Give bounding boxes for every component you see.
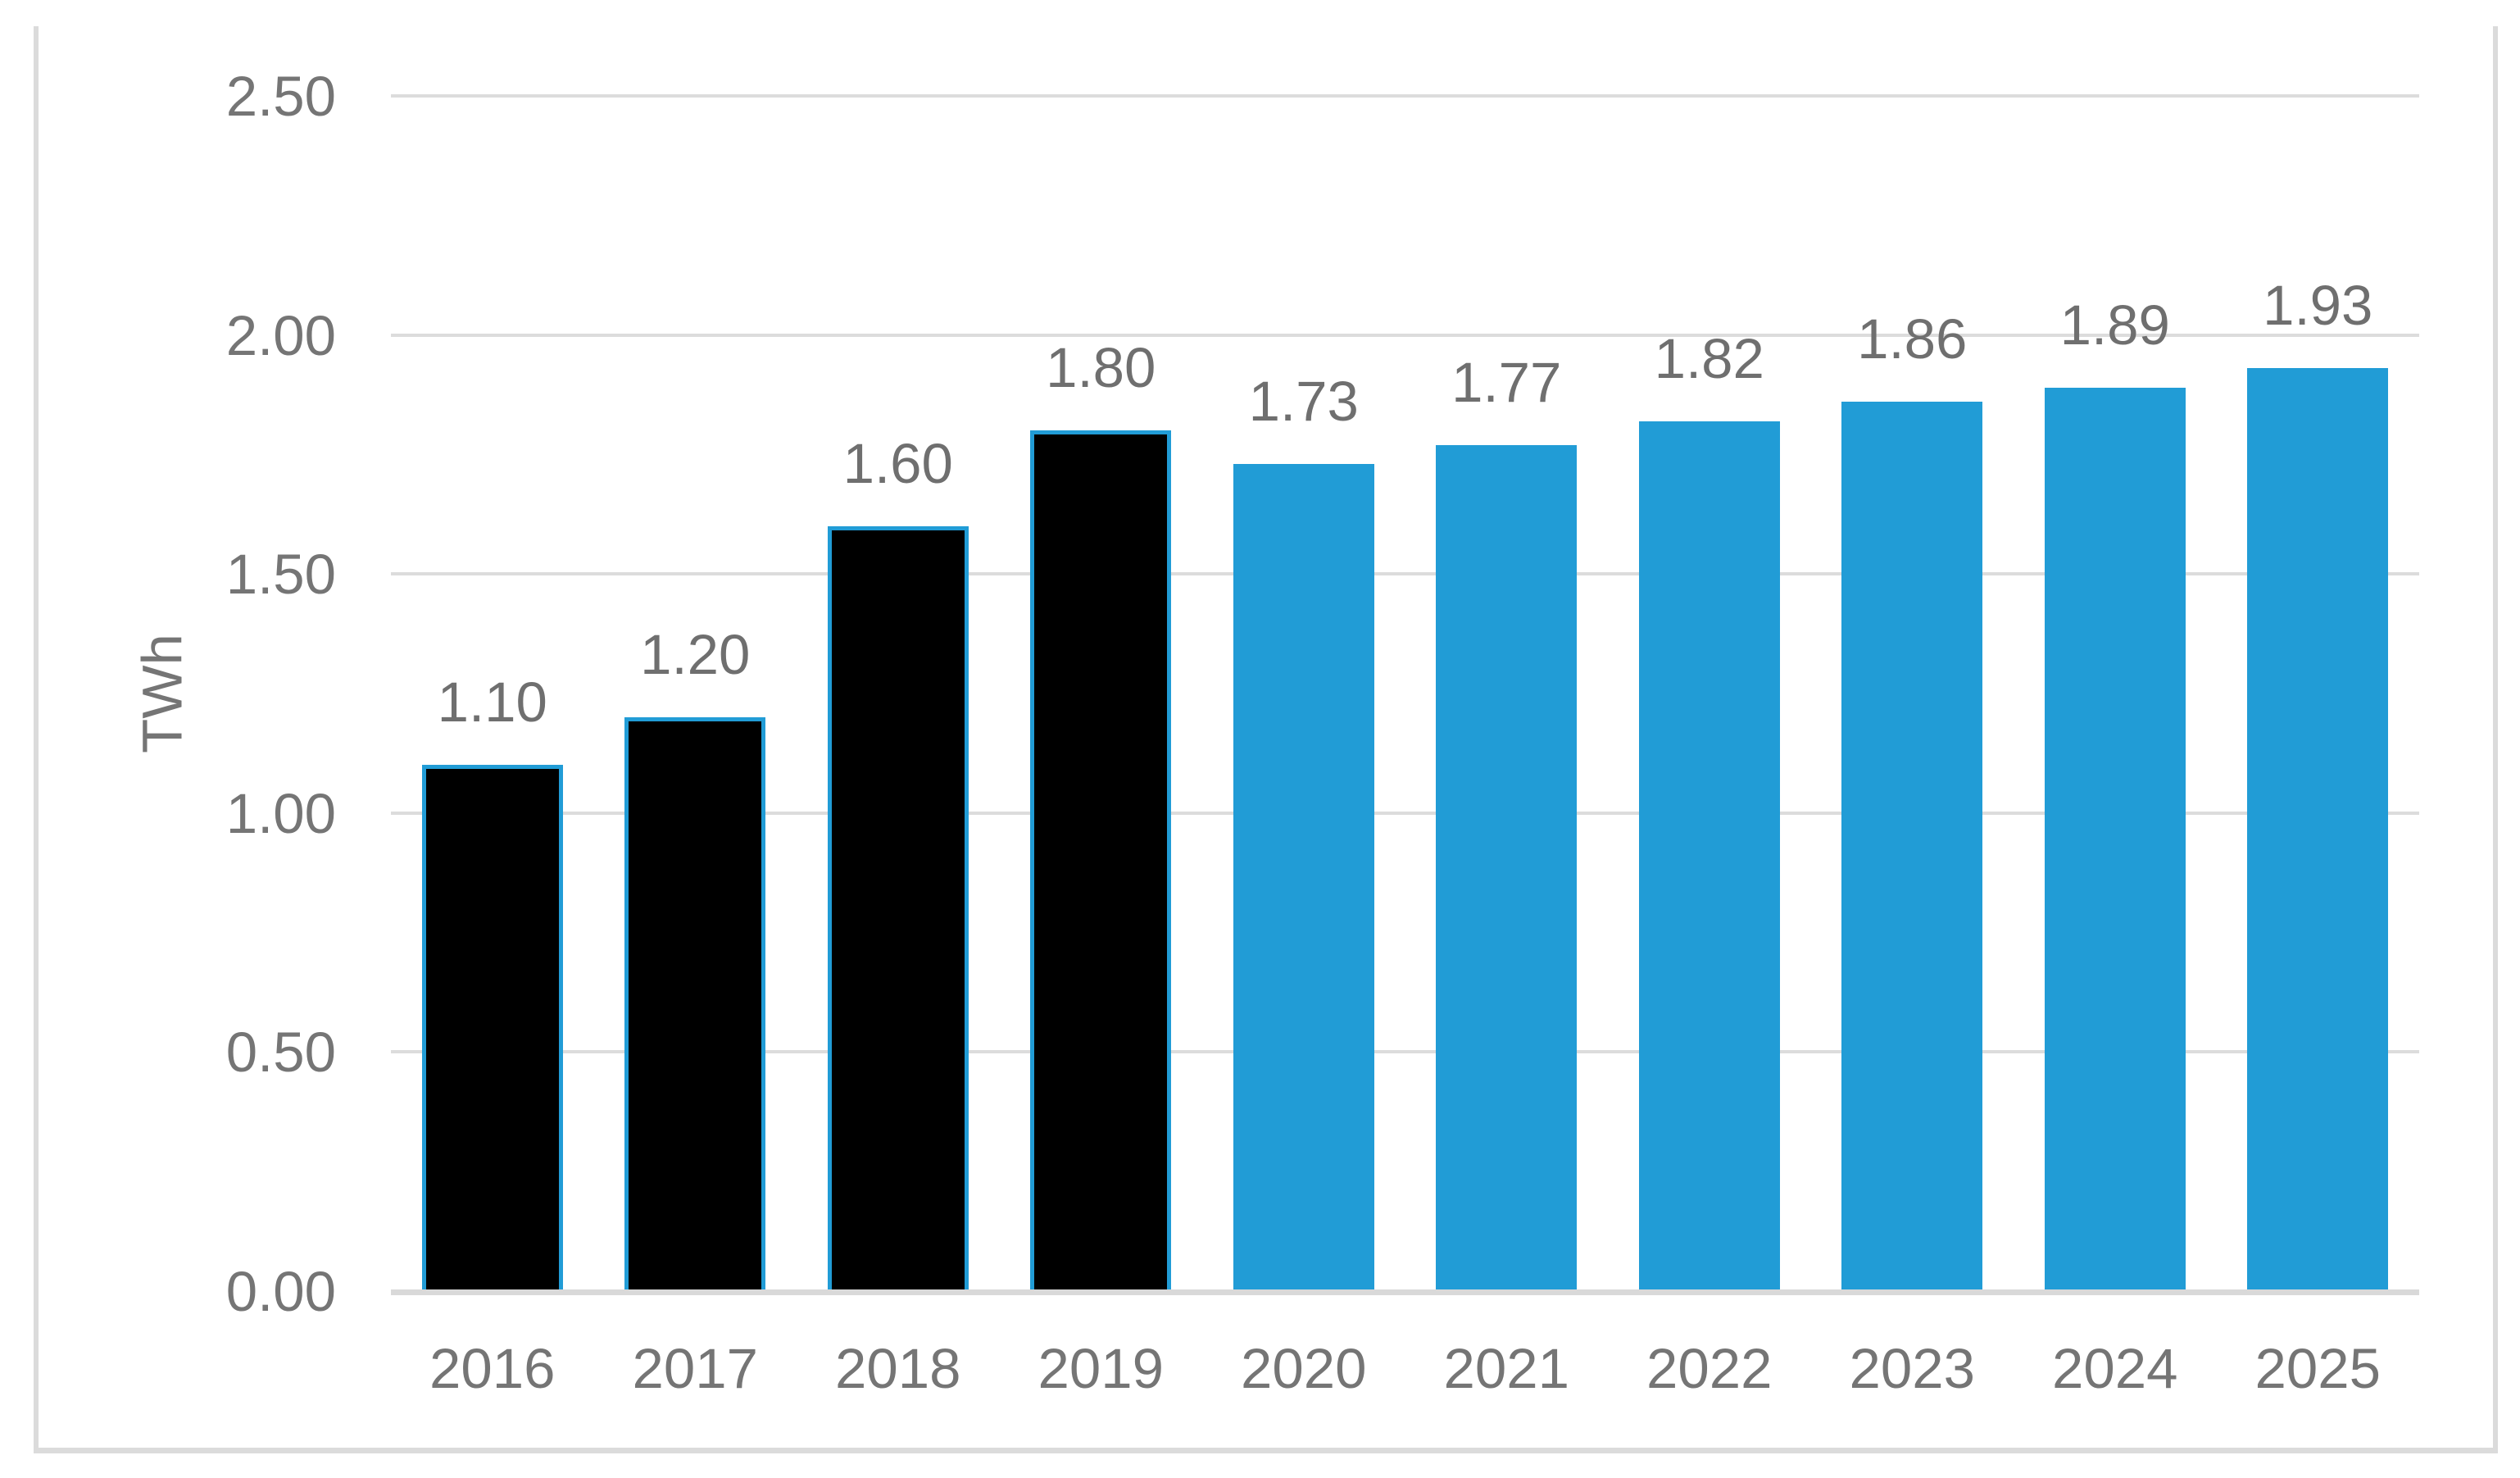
gridline-2.00 — [391, 333, 2419, 337]
x-tick-label-2017: 2017 — [632, 1337, 759, 1400]
bar-slot-2024: 1.89 — [2014, 96, 2217, 1291]
x-tick-label-2016: 2016 — [429, 1337, 556, 1400]
gridline-1.00 — [391, 811, 2419, 815]
bar-forecast-2021[interactable] — [1436, 444, 1578, 1291]
data-label-2024: 1.89 — [2059, 293, 2170, 357]
bar-forecast-2020[interactable] — [1233, 464, 1374, 1291]
y-tick-label: 2.00 — [225, 303, 336, 367]
bar-slot-2016: 1.10 — [391, 96, 594, 1291]
y-tick-label: 1.00 — [225, 781, 336, 845]
bar-historical-2017[interactable] — [624, 717, 766, 1291]
x-tick-label-2018: 2018 — [835, 1337, 961, 1400]
bar-historical-2018[interactable] — [827, 525, 969, 1291]
data-label-2017: 1.20 — [640, 623, 751, 687]
gridline-1.50 — [391, 572, 2419, 576]
y-tick-label: 0.50 — [225, 1021, 336, 1085]
data-label-2020: 1.73 — [1248, 370, 1359, 434]
bar-slot-2018: 1.60 — [797, 96, 1000, 1291]
y-tick-label: 1.50 — [225, 543, 336, 607]
data-label-2021: 1.77 — [1451, 350, 1562, 414]
data-label-2018: 1.60 — [842, 431, 953, 495]
data-label-2022: 1.82 — [1654, 326, 1764, 390]
data-label-2025: 1.93 — [2263, 274, 2373, 338]
bar-forecast-2025[interactable] — [2247, 368, 2389, 1291]
x-axis-tick-labels: 2016 2017 2018 2019 2020 2021 2022 2023 2024 2025 — [391, 1335, 2419, 1403]
bar-slot-2022: 1.82 — [1608, 96, 1811, 1291]
bar-slot-2019: 1.80 — [1000, 96, 1203, 1291]
gridline-0.50 — [391, 1050, 2419, 1054]
bar-slot-2017: 1.20 — [594, 96, 797, 1291]
x-tick-label-2025: 2025 — [2254, 1337, 2382, 1400]
bar-slot-2023: 1.86 — [1811, 96, 2014, 1291]
x-tick-label-2022: 2022 — [1646, 1337, 1773, 1400]
bar-slot-2025: 1.93 — [2217, 96, 2420, 1291]
bar-slot-2020: 1.73 — [1202, 96, 1405, 1291]
bar-slot-2021: 1.77 — [1405, 96, 1609, 1291]
y-axis-tick-labels: 0.00 0.50 1.00 1.50 2.00 2.50 — [0, 68, 336, 1320]
y-tick-label: 0.00 — [225, 1260, 336, 1323]
bar-historical-2016[interactable] — [421, 765, 563, 1291]
plot-area: 1.10 1.20 1.60 1.80 1.73 1.77 1.82 1.86 1.89 1.93 — [391, 94, 2419, 1295]
data-label-2019: 1.80 — [1046, 336, 1156, 400]
x-tick-label-2019: 2019 — [1038, 1337, 1165, 1400]
gridline-2.50 — [391, 94, 2419, 98]
x-tick-label-2024: 2024 — [2052, 1337, 2178, 1400]
bar-forecast-2024[interactable] — [2044, 387, 2186, 1291]
x-tick-label-2021: 2021 — [1443, 1337, 1570, 1400]
data-label-2023: 1.86 — [1857, 307, 1968, 371]
bar-forecast-2023[interactable] — [1841, 402, 1983, 1291]
data-label-2016: 1.10 — [437, 671, 547, 734]
bar-forecast-2022[interactable] — [1638, 421, 1780, 1291]
x-tick-label-2023: 2023 — [1849, 1337, 1976, 1400]
chart-frame — [34, 26, 2498, 1453]
bars-layer: 1.10 1.20 1.60 1.80 1.73 1.77 1.82 1.86 1.89 1.93 — [391, 96, 2419, 1291]
y-tick-label: 2.50 — [225, 65, 336, 128]
bar-historical-2019[interactable] — [1030, 430, 1172, 1291]
x-axis-line — [391, 1289, 2419, 1295]
x-tick-label-2020: 2020 — [1241, 1337, 1367, 1400]
